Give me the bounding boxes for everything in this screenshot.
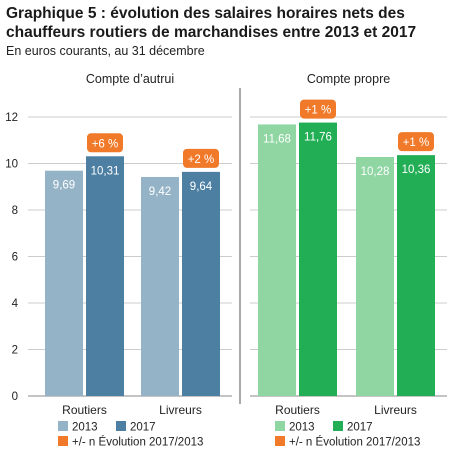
bar-2013 [45,170,83,396]
bar-value-label: 9,69 [53,180,75,192]
category-label: Routiers [275,403,320,417]
legend-swatch-2017 [116,421,126,431]
legend-label: 2017 [130,422,156,434]
chart-title: Graphique 5 : évolution des salaires hor… [6,4,451,42]
bar-2013 [258,124,296,396]
bar-value-label: 11,68 [263,133,291,145]
evolution-badge [398,132,434,152]
evolution-badge [87,133,123,153]
title-line-1: Graphique 5 : évolution des salaires hor… [6,5,405,22]
bar-2017 [182,171,220,396]
panel-title: Compte propre [307,72,390,86]
legend-label-evolution: +/- n Évolution 2017/2013 [72,436,203,449]
y-tick-label: 8 [12,205,18,217]
bar-2013 [141,176,179,396]
evolution-badge-label: +2 % [188,154,215,166]
bar-2017 [86,156,124,396]
legend-swatch-2013 [275,421,285,431]
legend-label: 2013 [289,422,315,434]
legend-swatch-2017 [333,421,343,431]
bar-value-label: 11,76 [304,132,332,144]
bar-2017 [397,155,435,396]
bar-value-label: 10,31 [91,165,120,177]
legend-label: 2017 [347,422,373,434]
legend-swatch-evolution [58,436,68,446]
y-tick-label: 0 [12,391,18,403]
evolution-badge-label: +1 % [403,137,430,149]
y-tick-label: 6 [12,252,18,264]
bar-value-label: 9,42 [149,186,171,198]
legend-swatch-2013 [58,421,68,431]
category-label: Livreurs [374,403,417,417]
bar-2017 [299,122,337,396]
title-line-2: chauffeurs routiers de marchandises entr… [6,24,417,41]
category-label: Routiers [62,403,107,417]
evolution-badge-label: +1 % [305,105,332,117]
bar-value-label: 10,28 [361,166,390,178]
legend-label: 2013 [72,422,98,434]
y-tick-label: 2 [12,345,18,357]
legend-label-evolution: +/- n Évolution 2017/2013 [289,436,420,449]
y-tick-label: 10 [5,159,18,171]
legend-swatch-evolution [275,436,285,446]
y-tick-label: 4 [12,298,19,310]
evolution-badge [183,148,219,168]
category-label: Livreurs [159,403,202,417]
bar-value-label: 9,64 [190,181,213,193]
bar-2013 [356,156,394,396]
bar-value-label: 10,36 [402,164,431,176]
evolution-badge-label: +6 % [92,138,119,150]
y-tick-label: 12 [5,112,18,124]
panel-title: Compte d’autrui [86,72,174,86]
evolution-badge [300,99,336,119]
chart-subtitle: En euros courants, au 31 décembre [6,44,205,58]
